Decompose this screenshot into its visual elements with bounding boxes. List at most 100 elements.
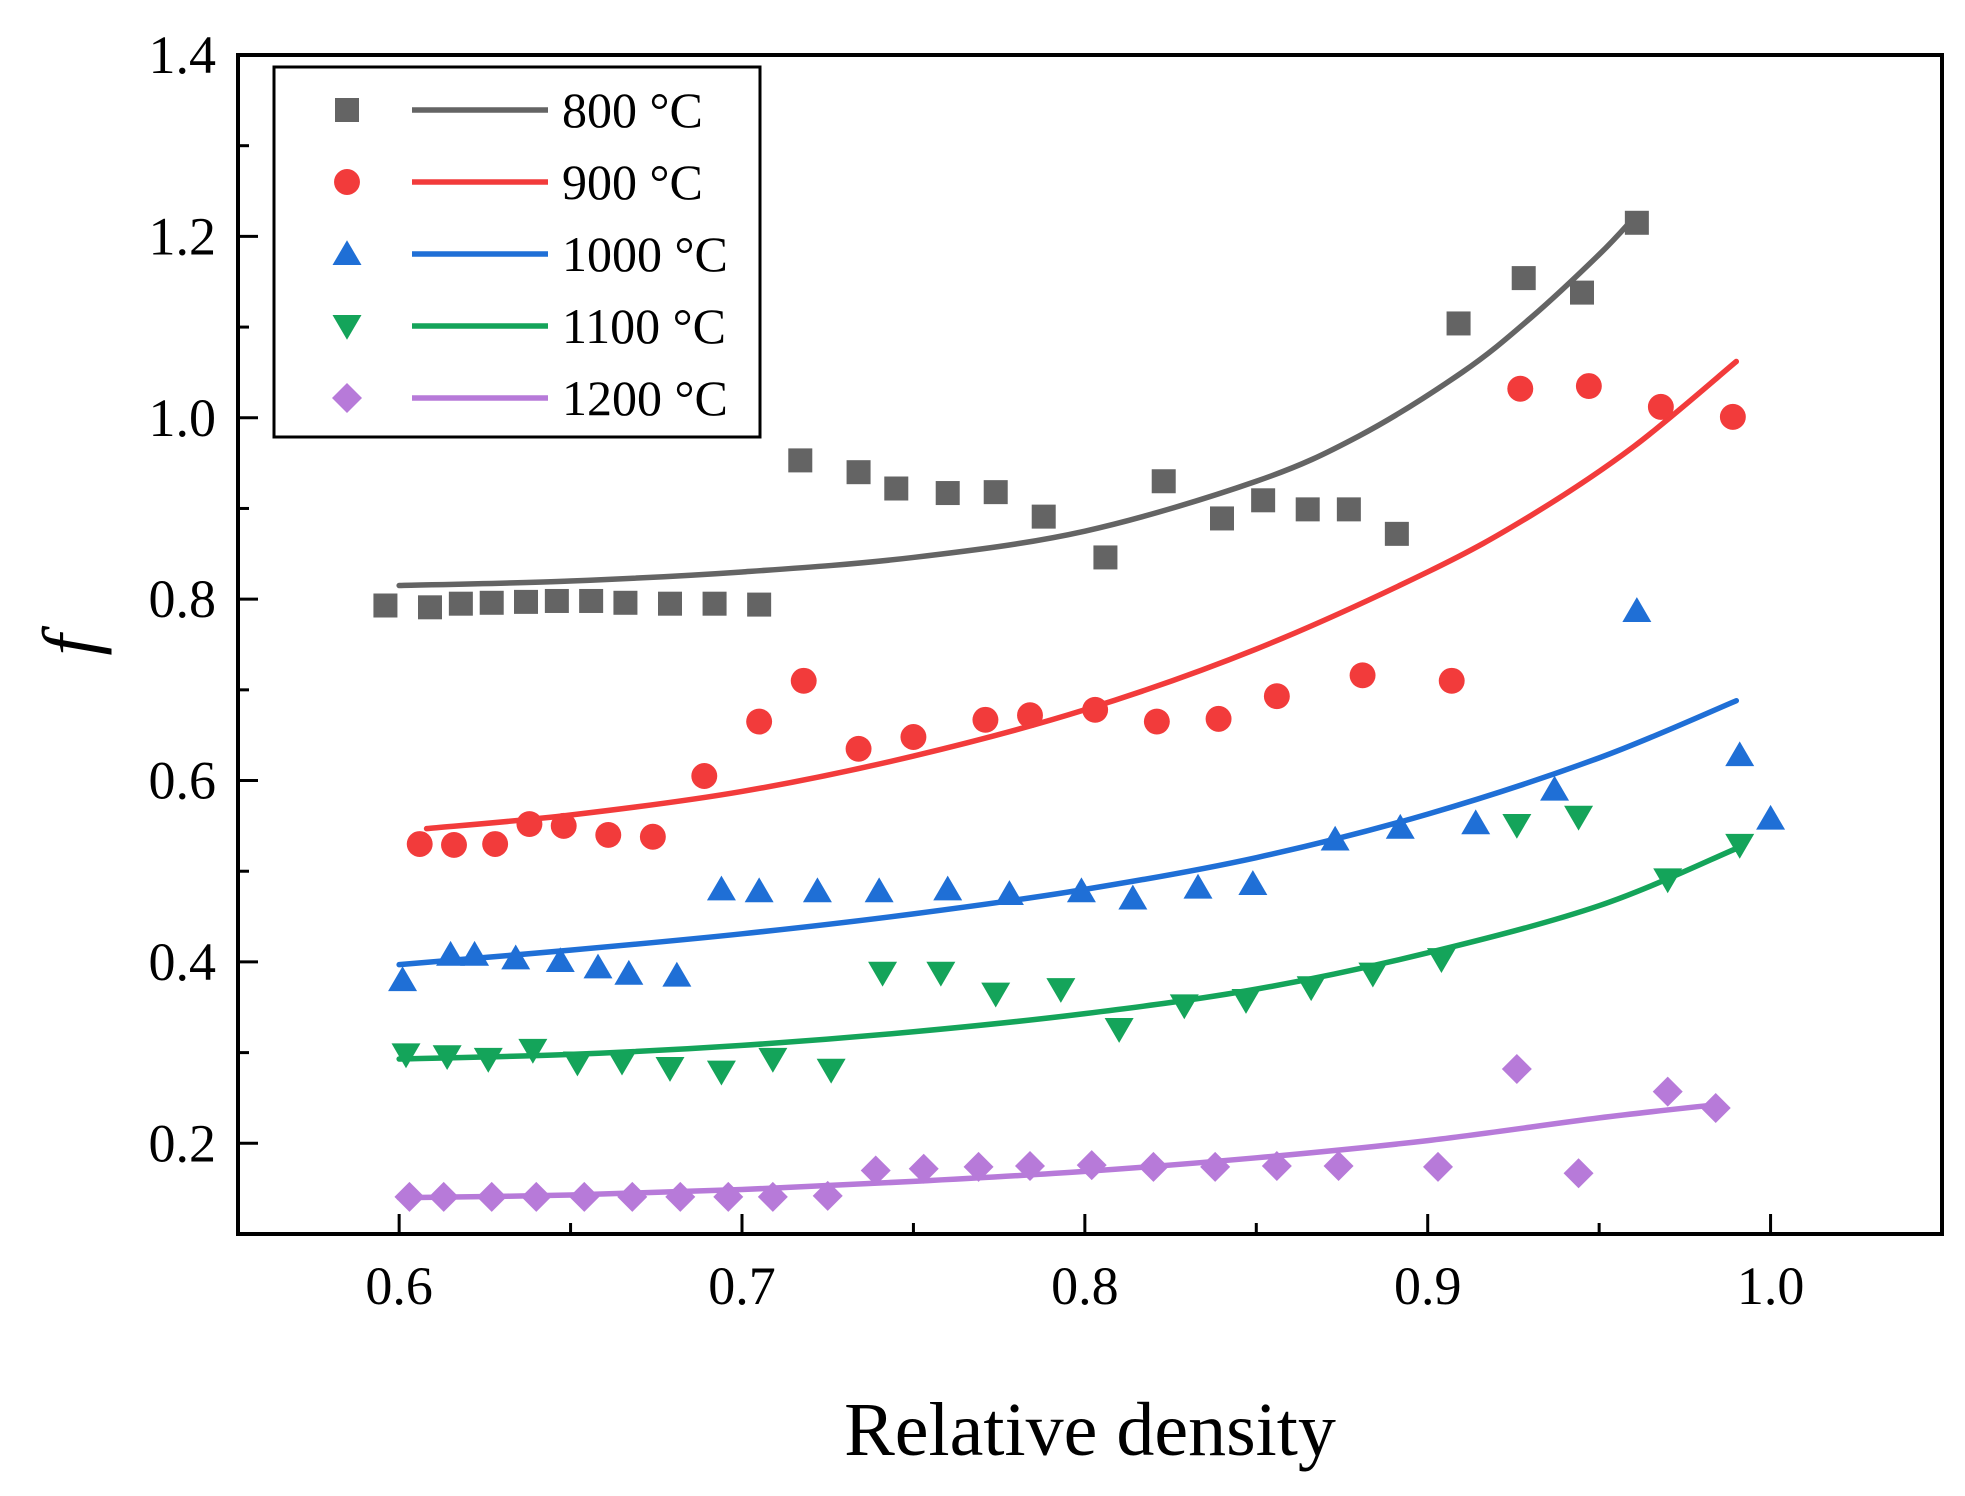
data-point	[607, 1050, 637, 1076]
data-points	[373, 210, 1786, 1212]
data-point	[562, 1051, 592, 1077]
data-point	[1349, 662, 1376, 689]
y-axis-title: f	[28, 626, 112, 656]
data-point	[1151, 469, 1176, 494]
data-point	[1622, 597, 1652, 622]
data-point	[757, 1181, 788, 1212]
data-point	[658, 591, 682, 616]
data-point	[617, 1181, 648, 1212]
data-point	[1104, 1017, 1134, 1043]
data-point	[1138, 1151, 1169, 1182]
data-point	[691, 763, 718, 789]
data-point	[900, 724, 927, 750]
data-point	[744, 877, 774, 903]
legend-label: 1000 °C	[562, 226, 728, 282]
data-point	[1461, 809, 1491, 835]
legend-marker	[334, 169, 360, 195]
data-point	[1575, 373, 1602, 399]
data-point	[868, 961, 898, 987]
x-axis-title: Relative density	[844, 1388, 1336, 1472]
data-point	[1725, 741, 1755, 767]
data-point	[1076, 1150, 1107, 1181]
data-point	[1385, 813, 1415, 839]
data-point	[1323, 1150, 1354, 1181]
data-point	[1295, 497, 1320, 522]
data-point	[1358, 962, 1388, 988]
data-point	[1652, 1076, 1683, 1107]
x-tick-label: 0.8	[1051, 1256, 1119, 1316]
data-point	[1031, 504, 1056, 529]
data-point	[521, 1181, 552, 1212]
data-point	[479, 590, 504, 615]
data-point	[1438, 667, 1465, 694]
data-point	[908, 1153, 939, 1184]
data-point	[394, 1181, 425, 1212]
x-axis-ticks: 0.6 0.7 0.8 0.9 1.0	[365, 1214, 1804, 1316]
legend-marker	[335, 98, 359, 122]
data-point	[436, 940, 466, 966]
data-point	[1261, 1150, 1292, 1181]
data-point	[933, 875, 963, 901]
legend: 800 °C 900 °C 1000 °C 1100 °C 1200 °C	[272, 65, 762, 439]
fit-curve	[396, 1101, 1722, 1201]
data-point	[713, 1181, 744, 1212]
data-point	[514, 589, 538, 614]
data-point	[441, 831, 467, 858]
data-point	[1082, 696, 1109, 723]
data-point	[846, 460, 871, 485]
data-point	[1183, 873, 1213, 899]
data-point	[655, 1056, 685, 1082]
legend-marker	[332, 240, 362, 266]
data-point	[406, 831, 433, 857]
fit-curve	[396, 845, 1740, 1062]
data-point	[1251, 488, 1276, 513]
data-point	[1336, 497, 1361, 522]
data-point	[1653, 868, 1683, 894]
data-point	[1507, 375, 1534, 402]
data-point	[983, 480, 1008, 505]
x-tick-label: 0.6	[365, 1256, 433, 1316]
data-point	[972, 706, 999, 733]
data-point	[1231, 988, 1261, 1014]
data-point	[476, 1181, 507, 1212]
legend-marker	[332, 314, 362, 340]
y-tick-label: 0.8	[149, 569, 217, 629]
x-tick-label: 0.7	[708, 1256, 776, 1316]
data-point	[1263, 683, 1290, 710]
fit-curve	[396, 215, 1637, 589]
data-point	[788, 448, 813, 473]
legend-marker	[332, 383, 362, 413]
data-point	[1719, 403, 1746, 430]
data-point	[614, 959, 644, 985]
legend-label: 1100 °C	[562, 298, 726, 354]
data-point	[1143, 708, 1170, 735]
data-point	[864, 877, 894, 903]
fit-curve	[423, 358, 1740, 832]
data-point	[544, 588, 569, 613]
data-point	[595, 821, 622, 848]
y-tick-label: 1.2	[149, 206, 217, 266]
data-point	[1238, 870, 1268, 895]
data-point	[1563, 1158, 1594, 1189]
data-point	[432, 1045, 462, 1071]
x-tick-label: 1.0	[1737, 1256, 1805, 1316]
data-point	[702, 591, 727, 616]
data-point	[1093, 545, 1118, 570]
data-point	[579, 588, 604, 613]
data-point	[1700, 1092, 1731, 1123]
data-point	[473, 1047, 503, 1073]
data-point	[1210, 506, 1234, 531]
data-point	[860, 1155, 891, 1186]
data-point	[1446, 311, 1471, 336]
data-point	[613, 590, 638, 615]
legend-label: 900 °C	[562, 154, 703, 210]
data-point	[884, 476, 909, 501]
data-point	[746, 708, 773, 735]
data-point	[1066, 877, 1096, 903]
data-point	[935, 481, 960, 506]
data-point	[1296, 976, 1326, 1002]
data-point	[1017, 702, 1043, 729]
legend-label: 1200 °C	[562, 370, 728, 426]
data-point	[550, 812, 577, 839]
